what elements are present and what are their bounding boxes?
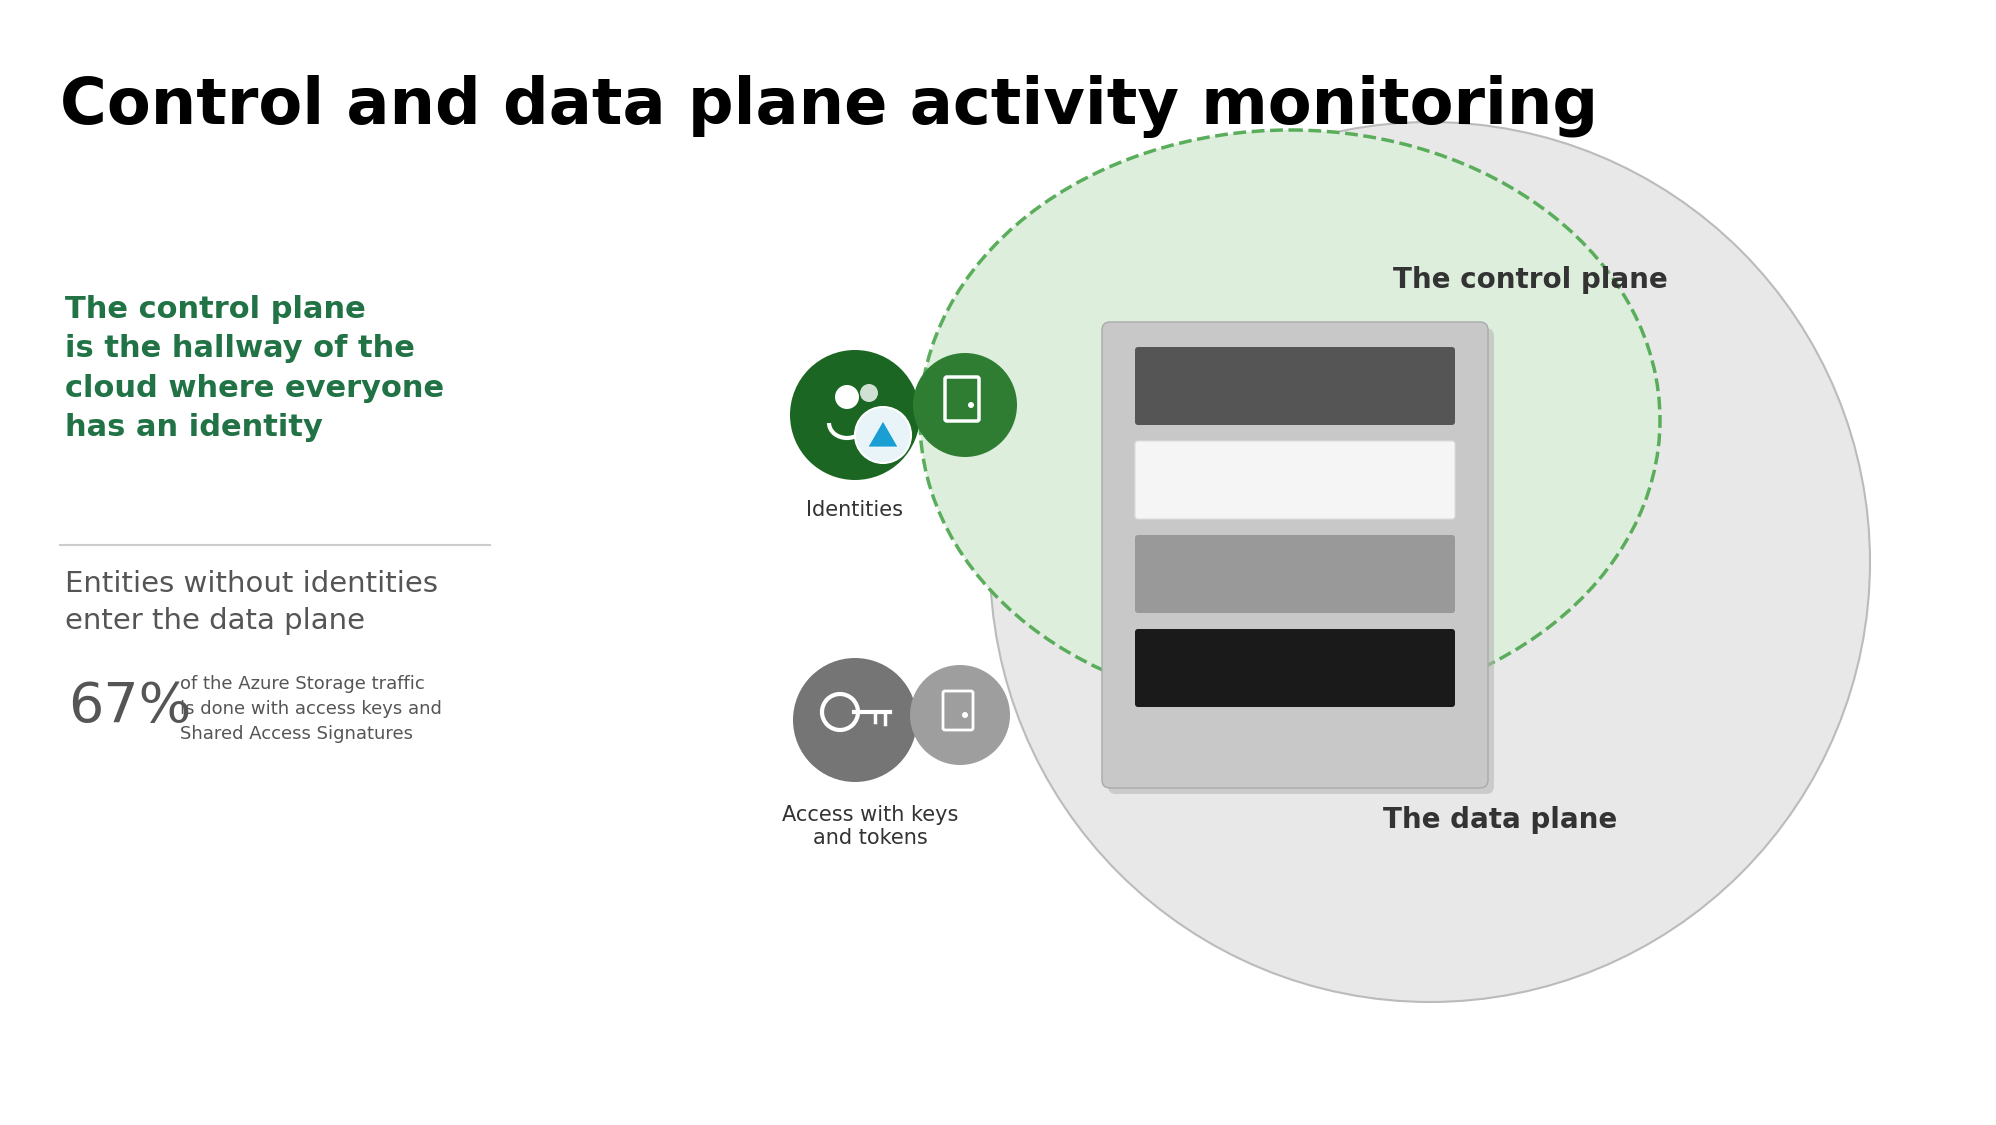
Text: The control plane: The control plane	[1393, 266, 1667, 294]
Circle shape	[834, 385, 858, 410]
Text: Identities: Identities	[806, 500, 904, 520]
Circle shape	[790, 350, 920, 480]
Text: Control and data plane activity monitoring: Control and data plane activity monitori…	[60, 75, 1599, 138]
Circle shape	[854, 407, 910, 464]
Text: Entities without identities
enter the data plane: Entities without identities enter the da…	[66, 570, 437, 634]
FancyBboxPatch shape	[1136, 441, 1455, 519]
Text: The control plane
is the hallway of the
cloud where everyone
has an identity: The control plane is the hallway of the …	[66, 295, 445, 442]
Circle shape	[910, 665, 1010, 765]
Circle shape	[912, 353, 1018, 457]
Circle shape	[990, 122, 1870, 1002]
Circle shape	[860, 384, 878, 402]
FancyBboxPatch shape	[1102, 322, 1487, 788]
Circle shape	[968, 402, 974, 408]
Ellipse shape	[920, 130, 1661, 710]
Text: Access with keys
and tokens: Access with keys and tokens	[782, 806, 958, 848]
Circle shape	[962, 712, 968, 718]
Polygon shape	[868, 421, 898, 447]
FancyBboxPatch shape	[1136, 536, 1455, 613]
Text: The data plane: The data plane	[1383, 806, 1617, 834]
FancyBboxPatch shape	[1136, 629, 1455, 706]
FancyBboxPatch shape	[1136, 346, 1455, 425]
Text: 67%: 67%	[68, 680, 192, 734]
FancyBboxPatch shape	[1108, 328, 1493, 794]
Text: of the Azure Storage traffic
is done with access keys and
Shared Access Signatur: of the Azure Storage traffic is done wit…	[180, 675, 441, 742]
Circle shape	[792, 658, 916, 782]
